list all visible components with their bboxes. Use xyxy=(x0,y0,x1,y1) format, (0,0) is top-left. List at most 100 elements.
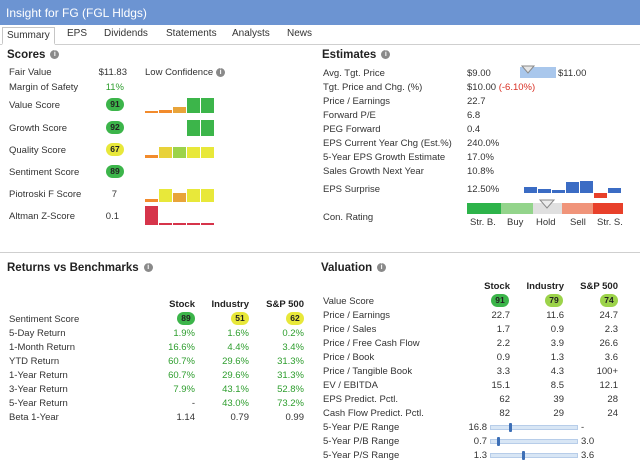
history-bar xyxy=(201,120,214,136)
returns-sentiment-stock: 89 xyxy=(177,312,195,325)
valuation-cell: 2.3 xyxy=(604,324,618,335)
value-score-badge: 91 xyxy=(106,98,124,111)
history-bar xyxy=(145,206,158,225)
fwd-pe-label: Forward P/E xyxy=(323,110,376,121)
tgt-chg-pct: (-6.10%) xyxy=(498,82,536,93)
altman-value: 0.1 xyxy=(105,211,119,222)
eps-current-label: EPS Current Year Chg (Est.%) xyxy=(323,138,452,149)
fwd-pe-value: 6.8 xyxy=(467,110,481,121)
info-icon[interactable]: i xyxy=(143,263,153,273)
rating-hold: Hold xyxy=(536,217,556,228)
tab-news[interactable]: News xyxy=(287,28,313,39)
growth-score-badge: 92 xyxy=(106,121,124,134)
tab-statements[interactable]: Statements xyxy=(166,28,217,39)
fair-value-value: $11.83 xyxy=(98,67,127,78)
history-bar xyxy=(201,98,214,113)
ps-range-track xyxy=(490,453,578,458)
quality-score-label: Quality Score xyxy=(9,145,67,156)
con-rating-segment xyxy=(467,203,501,214)
history-bar xyxy=(187,147,200,158)
returns-row-label: 5-Year Return xyxy=(9,398,68,409)
target-high: $11.00 xyxy=(558,68,587,79)
tab-summary[interactable]: Summary xyxy=(2,27,55,45)
con-rating-segment xyxy=(593,203,623,214)
valuation-cell: 15.1 xyxy=(491,380,511,391)
history-bar xyxy=(201,147,214,158)
pb-range-low: 0.7 xyxy=(473,436,487,447)
surprise-bar xyxy=(580,181,593,193)
ps-range-high: 3.6 xyxy=(581,450,595,461)
history-bar xyxy=(187,120,200,136)
history-bar xyxy=(187,189,200,202)
surprise-bar xyxy=(566,182,579,193)
peg-value: 0.4 xyxy=(467,124,481,135)
valuation-cell: 2.2 xyxy=(496,338,510,349)
info-icon[interactable]: i xyxy=(381,50,391,60)
returns-cell: 29.6% xyxy=(222,370,249,381)
con-rating-segment xyxy=(533,203,562,214)
pb-range-label: 5-Year P/B Range xyxy=(323,436,400,447)
valuation-row-label: Price / Book xyxy=(323,352,375,363)
piotroski-label: Piotroski F Score xyxy=(9,189,82,200)
valuation-col-stock: Stock xyxy=(484,281,510,292)
returns-cell: 1.9% xyxy=(173,328,195,339)
con-rating-label: Con. Rating xyxy=(323,212,374,223)
quality-score-badge: 67 xyxy=(106,143,124,156)
section-divider xyxy=(0,252,640,253)
valuation-cell: 24.7 xyxy=(599,310,619,321)
pe-range-label: 5-Year P/E Range xyxy=(323,422,400,433)
history-bar xyxy=(145,199,158,202)
margin-of-safety-label: Margin of Safety xyxy=(9,82,79,93)
rating-str-buy: Str. B. xyxy=(470,217,496,228)
surprise-bar xyxy=(524,187,537,193)
tab-analysts[interactable]: Analysts xyxy=(232,28,270,39)
tgt-chg-label: Tgt. Price and Chg. (%) xyxy=(323,82,423,93)
valuation-cell: 4.3 xyxy=(550,366,564,377)
pe-range-high: - xyxy=(581,422,585,433)
low-confidence-label: Low Confidence i xyxy=(145,67,226,78)
estimates-heading: Estimates i xyxy=(322,49,391,61)
ps-range-label: 5-Year P/S Range xyxy=(323,450,400,461)
valuation-col-industry: Industry xyxy=(526,281,564,292)
history-bar xyxy=(187,98,200,113)
valuation-row-label: Price / Earnings xyxy=(323,310,391,321)
valuation-row-label: Price / Sales xyxy=(323,324,377,335)
valuation-heading: Valuation i xyxy=(321,262,387,274)
pb-range-marker xyxy=(497,437,500,446)
valuation-cell: 3.9 xyxy=(550,338,564,349)
history-bar xyxy=(173,107,186,113)
valuation-score-stock: 91 xyxy=(491,294,509,307)
returns-col-sp500: S&P 500 xyxy=(266,299,304,310)
returns-cell: 43.0% xyxy=(222,398,249,409)
tab-dividends[interactable]: Dividends xyxy=(104,28,148,39)
returns-row-label: 3-Year Return xyxy=(9,384,68,395)
returns-row-label: 1-Year Return xyxy=(9,370,68,381)
growth-score-label: Growth Score xyxy=(9,123,68,134)
valuation-cell: 3.3 xyxy=(496,366,510,377)
valuation-score-label: Value Score xyxy=(323,296,375,307)
history-bar xyxy=(187,223,200,225)
history-bar xyxy=(201,189,214,202)
history-bar xyxy=(159,223,172,225)
info-icon[interactable]: i xyxy=(50,50,60,60)
info-icon[interactable]: i xyxy=(377,263,387,273)
returns-cell: 31.3% xyxy=(277,370,304,381)
returns-cell: 52.8% xyxy=(277,384,304,395)
valuation-cell: 39 xyxy=(553,394,564,405)
pb-range-track xyxy=(490,439,578,444)
info-icon[interactable]: i xyxy=(216,67,226,77)
pe-range-track xyxy=(490,425,578,430)
returns-cell: 0.99 xyxy=(285,412,305,423)
history-bar xyxy=(201,223,214,225)
tab-eps[interactable]: EPS xyxy=(67,28,88,39)
valuation-cell: 100+ xyxy=(596,366,618,377)
history-bar xyxy=(145,155,158,158)
tab-bar: Summary EPS Dividends Statements Analyst… xyxy=(0,25,640,45)
eps-surprise-label: EPS Surprise xyxy=(323,184,381,195)
returns-cell: 31.3% xyxy=(277,356,304,367)
sales-growth-value: 10.8% xyxy=(467,166,494,177)
returns-cell: 73.2% xyxy=(277,398,304,409)
valuation-row-label: Price / Free Cash Flow xyxy=(323,338,420,349)
target-low: $9.00 xyxy=(467,68,491,79)
piotroski-value: 7 xyxy=(111,189,117,200)
